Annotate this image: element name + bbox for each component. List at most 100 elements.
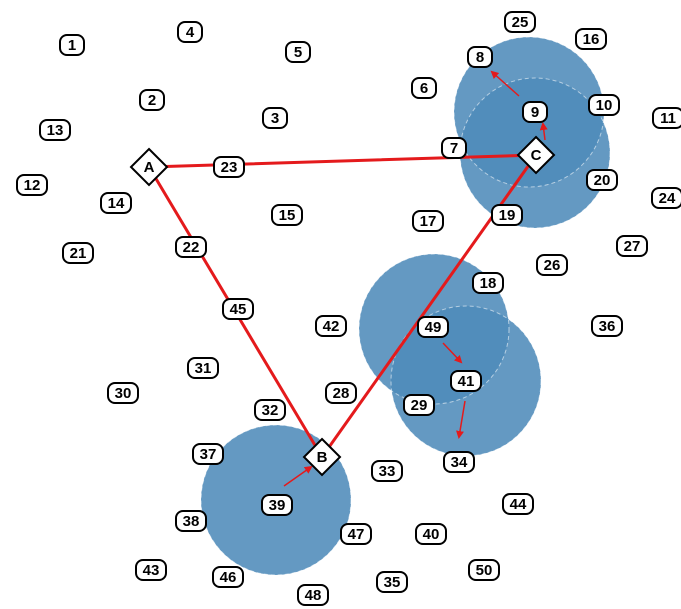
anchor-diamond [129,147,169,187]
node-box [415,523,447,545]
movement-arrows [283,70,548,487]
node-32: 32 [254,399,286,421]
node-label: 12 [24,177,41,194]
coverage-circle-rim [390,305,542,457]
node-label: 30 [115,385,132,402]
node-box [177,21,203,43]
node-label: 35 [384,574,401,591]
node-17: 17 [412,210,444,232]
node-box [412,210,444,232]
node-label: 21 [70,245,87,262]
node-box [403,394,435,416]
node-box [213,156,245,178]
node-35: 35 [376,571,408,593]
node-box [59,34,85,56]
node-box [62,242,94,264]
node-28: 28 [325,382,357,404]
node-label: 26 [544,257,561,274]
node-label: 1 [68,37,76,54]
node-box [443,451,475,473]
node-label: 45 [230,301,247,318]
node-box [175,510,207,532]
node-label: 44 [510,496,527,513]
node-38: 38 [175,510,207,532]
node-box [262,107,288,129]
movement-arrow [283,465,313,487]
node-box [192,443,224,465]
node-label: 19 [499,207,516,224]
node-box [450,370,482,392]
node-box [588,94,620,116]
node-31: 31 [187,357,219,379]
node-box [340,523,372,545]
node-label: 46 [220,569,237,586]
node-label: 37 [200,446,217,463]
node-30: 30 [107,382,139,404]
node-box [107,382,139,404]
node-label: 13 [47,122,64,139]
node-25: 25 [504,11,536,33]
anchor-A: A [129,147,169,187]
node-label: 14 [108,195,125,212]
node-label: 9 [531,104,539,121]
node-45: 45 [222,298,254,320]
node-box [222,298,254,320]
node-label: 22 [183,239,200,256]
node-box [39,119,71,141]
node-7: 7 [441,137,467,159]
node-box [502,493,534,515]
node-18: 18 [472,272,504,294]
node-21: 21 [62,242,94,264]
node-label: 20 [594,172,611,189]
node-label: 28 [333,385,350,402]
node-box [575,28,607,50]
node-34: 34 [443,451,475,473]
node-14: 14 [100,192,132,214]
coverage-circle-rim [459,77,611,229]
node-label: 18 [480,275,497,292]
node-box [315,315,347,337]
node-box [616,235,648,257]
node-label: 11 [660,110,676,127]
anchor-diamond [302,437,342,477]
node-label: 6 [420,80,428,97]
node-label: 49 [425,319,442,336]
node-box [536,254,568,276]
anchor-label: B [317,449,328,466]
node-label: 4 [186,24,195,41]
movement-arrow [456,400,466,439]
node-label: 47 [348,526,365,543]
node-26: 26 [536,254,568,276]
node-label: 29 [411,397,428,414]
node-box [371,460,403,482]
node-label: 10 [596,97,613,114]
node-label: 17 [420,213,437,230]
node-box [212,566,244,588]
node-box [261,494,293,516]
coverage-circle-rim [200,424,352,576]
node-11: 11 [652,107,681,129]
node-16: 16 [575,28,607,50]
node-label: 16 [583,31,600,48]
node-label: 38 [183,513,200,530]
anchor-label: A [144,159,155,176]
anchor-label: C [531,147,542,164]
node-box [271,204,303,226]
node-46: 46 [212,566,244,588]
node-box [254,399,286,421]
node-5: 5 [285,41,311,63]
node-box [175,236,207,258]
node-box [468,559,500,581]
node-box [467,46,493,68]
node-39: 39 [261,494,293,516]
node-label: 43 [143,562,160,579]
node-label: 33 [379,463,396,480]
node-label: 25 [512,14,529,31]
node-8: 8 [467,46,493,68]
node-13: 13 [39,119,71,141]
node-6: 6 [411,77,437,99]
node-49: 49 [417,316,449,338]
node-10: 10 [588,94,620,116]
node-box [651,187,681,209]
